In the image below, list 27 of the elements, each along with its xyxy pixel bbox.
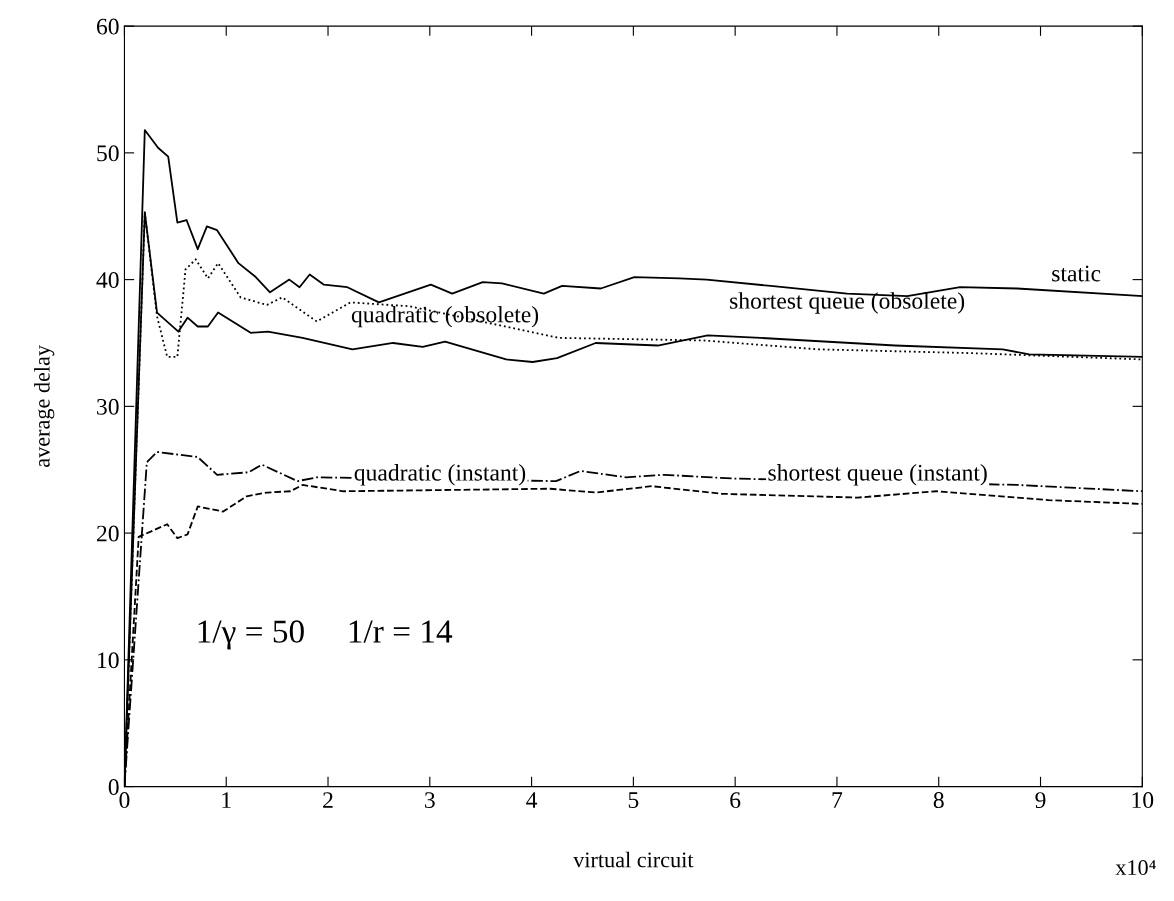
annotation: 1/γ = 50 1/r = 14 (198, 620, 453, 650)
y-tick-label: 50 (97, 145, 119, 162)
x-tick-label: 9 (1035, 792, 1046, 809)
x-tick-label: 0 (119, 792, 130, 809)
annotation: shortest queue (obsolete) (730, 292, 965, 314)
y-axis-title: average delay (34, 345, 55, 467)
x-tick-label: 6 (730, 792, 741, 809)
annotation: shortest queue (instant) (768, 464, 987, 486)
y-tick-label: 30 (97, 398, 119, 415)
y-tick-label: 0 (108, 779, 119, 795)
x-tick-label: 8 (933, 792, 944, 809)
x-tick-label: 1 (222, 792, 231, 808)
x-tick-label: 10 (1132, 792, 1154, 809)
y-tick-label: 10 (98, 652, 119, 669)
x-tick-label: 4 (526, 792, 538, 808)
x-tick-label: 2 (323, 792, 333, 808)
y-tick-label: 20 (97, 525, 119, 542)
x-tick-label: 5 (628, 792, 639, 809)
text: x10⁴ (1115, 860, 1156, 876)
annotation: quadratic (instant) (354, 464, 526, 486)
x-axis-title: virtual circuit (573, 851, 694, 868)
annotation: quadratic (obsolete) (351, 305, 539, 328)
y-tick-label: 60 (96, 18, 119, 35)
y-tick-label: 40 (96, 272, 119, 289)
x-tick-label: 7 (832, 792, 843, 808)
annotation: static (1052, 265, 1101, 282)
x-tick-label: 3 (425, 792, 435, 809)
